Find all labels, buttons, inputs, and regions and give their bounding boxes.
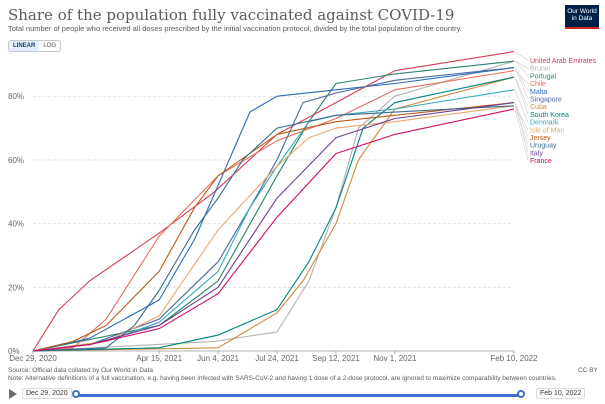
legend-leader: [514, 51, 529, 61]
legend-label: Uruguay: [530, 143, 557, 150]
timeline-track[interactable]: [76, 394, 521, 397]
legend-leader: [514, 108, 529, 161]
x-tick-label: Nov 1, 2021: [373, 354, 417, 363]
series-line: [32, 67, 515, 352]
series-layer: [32, 51, 515, 352]
logo-line2: in Data: [571, 15, 593, 22]
series-line: [32, 51, 515, 352]
legend-leader: [514, 60, 529, 77]
legend-leader: [514, 76, 529, 107]
legend-label: United Arab Emirates: [530, 58, 597, 65]
legend-label: Malta: [530, 89, 547, 96]
timeline-end-date[interactable]: Feb 10, 2022: [536, 388, 586, 399]
legend-label: Chile: [530, 81, 546, 88]
x-tick-label: Sep 12, 2021: [312, 354, 360, 363]
y-tick-label: 60%: [8, 156, 24, 165]
legend-label: Denmark: [530, 120, 559, 127]
y-tick-label: 80%: [8, 92, 24, 101]
legend-label: Isle of Man: [530, 127, 564, 134]
legend-leader: [514, 67, 529, 92]
legend-leader: [514, 102, 529, 153]
series-line: [32, 76, 515, 352]
grid-layer: 0% 20% 40% 60% 80% Dec 29, 2020 Apr 15, 2021 Ju…: [8, 92, 538, 363]
series-line: [32, 89, 515, 352]
legend-leader: [514, 102, 529, 138]
series-line: [32, 102, 515, 352]
owid-logo[interactable]: Our World in Data: [565, 5, 599, 29]
series-line: [32, 102, 515, 352]
timeline-end-handle[interactable]: [517, 390, 525, 398]
legend-leader: [514, 105, 529, 146]
legend-label: Jersey: [530, 135, 551, 142]
x-tick-label: Jun 4, 2021: [197, 354, 239, 363]
log-scale-button[interactable]: LOG: [43, 43, 57, 49]
legend-label: France: [530, 158, 552, 165]
legend-leader: [514, 67, 529, 100]
legend-label: Brunei: [530, 66, 551, 73]
x-tick-label: Apr 15, 2021: [136, 354, 182, 363]
y-tick-label: 40%: [8, 220, 24, 229]
chart-subtitle: Total number of people who received all …: [8, 24, 462, 33]
linear-scale-button[interactable]: LINEAR: [9, 41, 40, 51]
chart-title: Share of the population fully vaccinated…: [8, 6, 455, 24]
y-tick-label: 20%: [8, 283, 24, 292]
chart-area: 0% 20% 40% 60% 80% Dec 29, 2020 Apr 15, 2021 Ju…: [8, 51, 597, 363]
series-line: [32, 108, 515, 352]
logo-line1: Our World: [567, 8, 597, 15]
series-line: [32, 60, 515, 352]
legend-leader: [514, 89, 529, 123]
series-line: [32, 76, 515, 352]
y-tick-label: 0%: [8, 347, 20, 356]
series-line: [32, 105, 515, 352]
timeline-slider: Dec 29, 2020 Feb 10, 2022: [0, 386, 605, 404]
legend-leader: [514, 60, 529, 69]
timeline-start-handle[interactable]: [72, 390, 80, 398]
source-text: Source: Official data collated by Our Wo…: [8, 367, 153, 374]
legend-label: Cuba: [530, 104, 547, 111]
note-text: Note: Alternative definitions of a full …: [8, 375, 557, 382]
source-note: Source: Official data collated by Our Wo…: [8, 367, 557, 383]
legend-label: Portugal: [530, 73, 557, 80]
legend-layer: United Arab EmiratesBruneiPortugalChileM…: [514, 51, 597, 165]
license-link[interactable]: CC BY: [578, 367, 598, 374]
series-line: [32, 60, 515, 352]
legend-label: South Korea: [530, 112, 569, 119]
play-icon[interactable]: [9, 389, 17, 399]
legend-label: Italy: [530, 150, 543, 157]
x-tick-label: Jul 24, 2021: [255, 354, 299, 363]
legend-leader: [514, 77, 529, 115]
timeline-start-date[interactable]: Dec 29, 2020: [22, 388, 72, 399]
scale-toggle: LINEAR LOG: [8, 40, 62, 52]
legend-label: Singapore: [530, 97, 562, 104]
x-tick-label: Feb 10, 2022: [490, 354, 538, 363]
series-line: [32, 105, 515, 352]
x-tick-label: Dec 29, 2020: [9, 354, 57, 363]
